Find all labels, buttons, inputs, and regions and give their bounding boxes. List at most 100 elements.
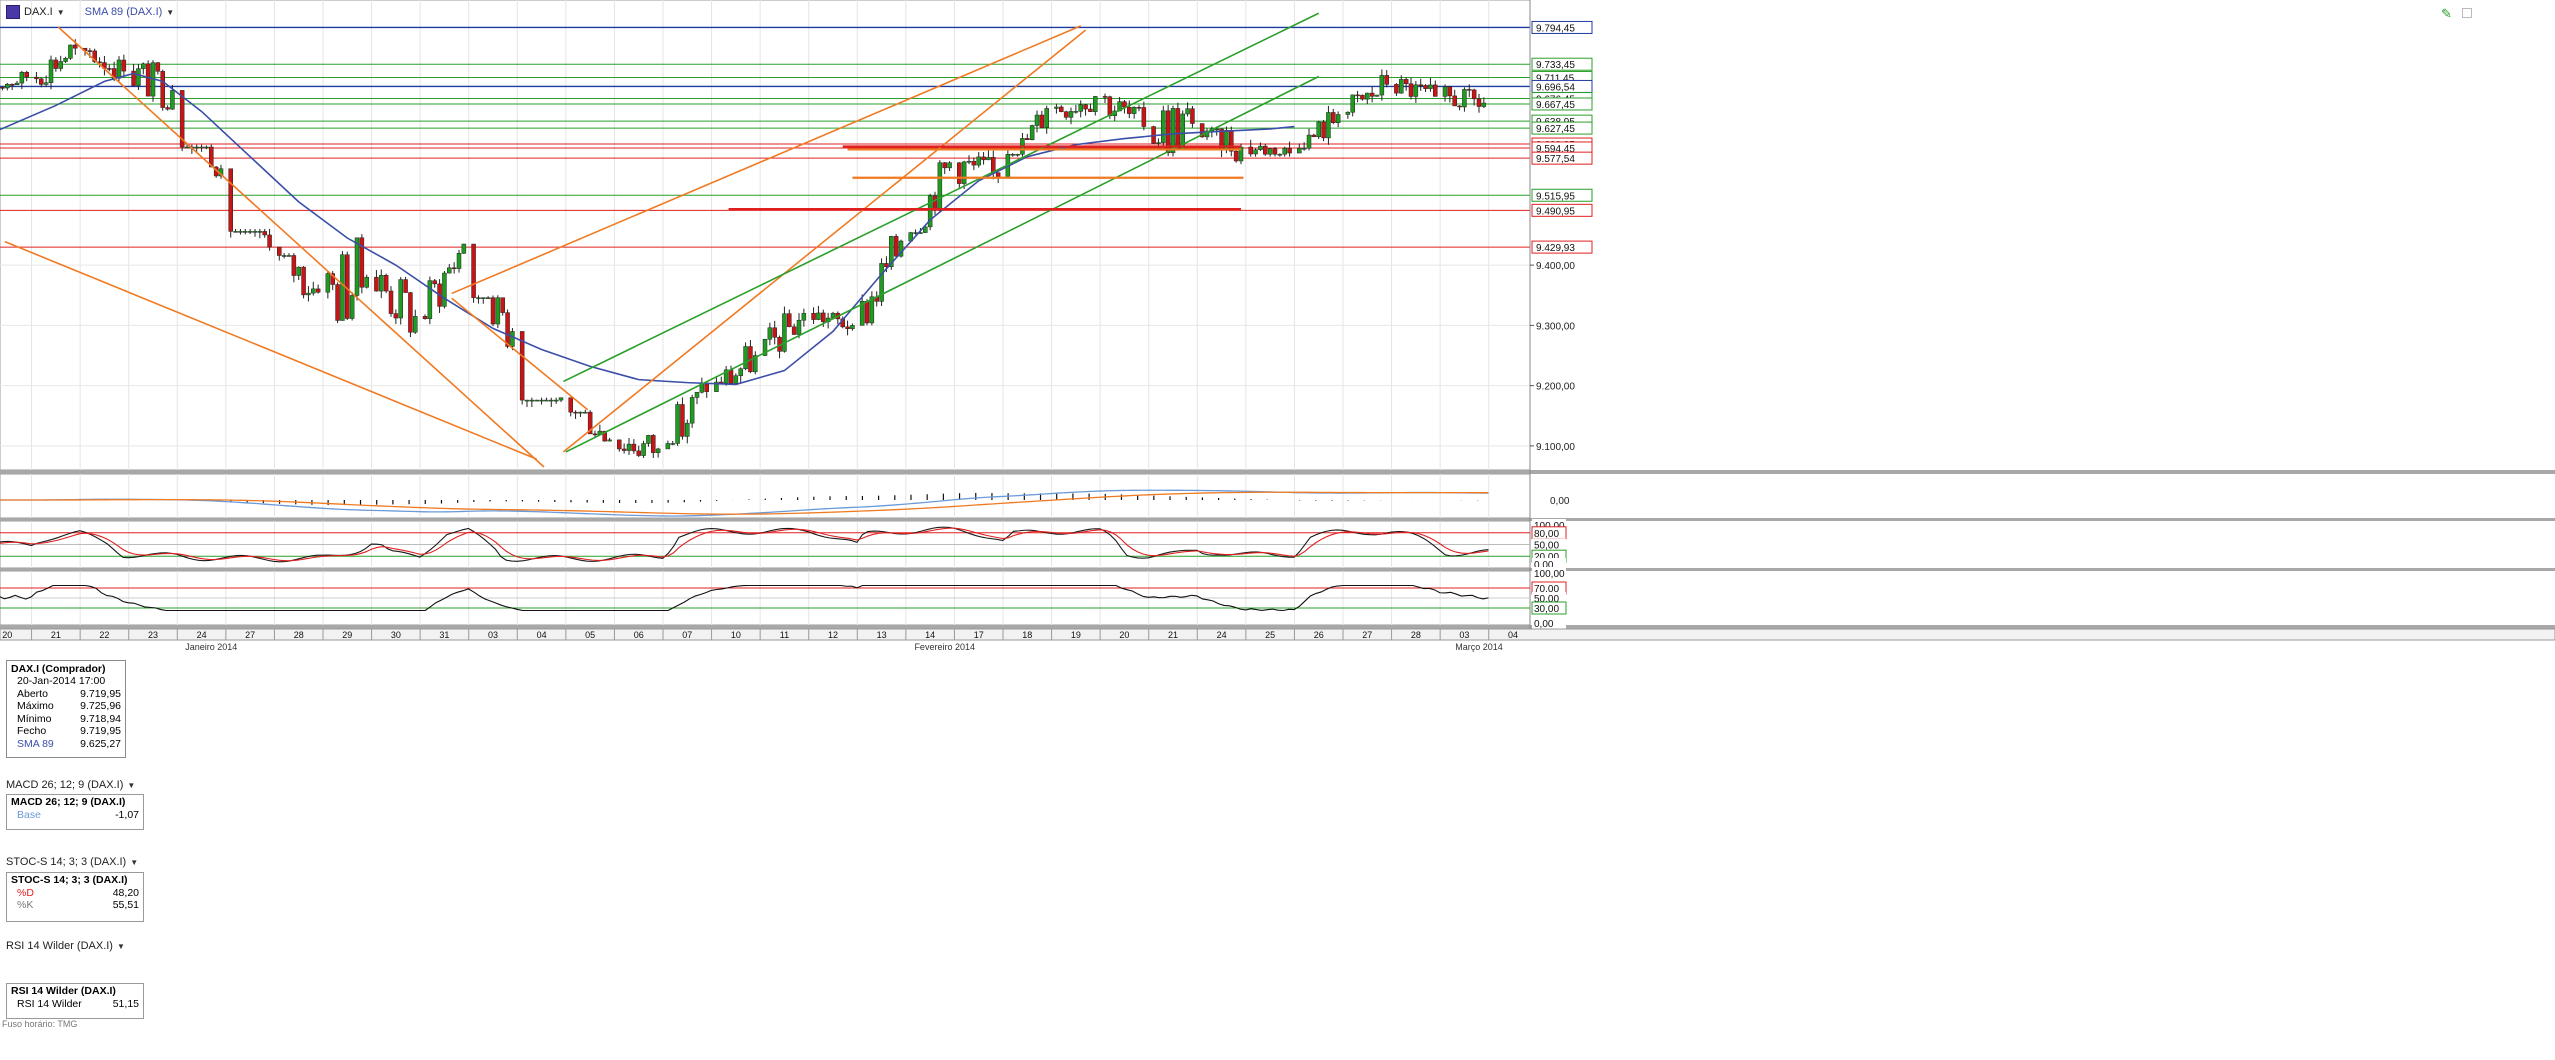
candle <box>636 445 641 458</box>
candle <box>923 226 928 233</box>
rsi-scale-label: 70,00 <box>1534 584 1559 595</box>
candle-body <box>1034 114 1040 126</box>
candle-body <box>1039 114 1045 128</box>
chevron-down-icon[interactable]: ▼ <box>56 7 65 17</box>
symbol-selector[interactable]: DAX.I <box>24 6 53 18</box>
trendline <box>57 26 545 468</box>
macd-title[interactable]: MACD 26; 12; 9 (DAX.I) <box>6 779 124 791</box>
stoch-k-line <box>0 526 1489 563</box>
rsi-title[interactable]: RSI 14 Wilder (DAX.I) <box>6 940 113 952</box>
candle-body <box>306 292 311 296</box>
candle <box>971 157 977 171</box>
date-tick-label: 03 <box>1459 630 1469 640</box>
candle <box>121 54 127 78</box>
candle <box>291 253 297 283</box>
candle <box>408 291 413 338</box>
chart-header: DAX.I ▼ SMA 89 (DAX.I) ▼ <box>6 5 174 19</box>
chevron-down-icon[interactable]: ▼ <box>166 7 175 17</box>
infobox-row-low: Mínimo 9.718,94 <box>17 712 121 725</box>
stoch-k-label: %K <box>17 899 34 911</box>
date-tick-label: 21 <box>1168 630 1178 640</box>
candle-body <box>14 82 20 86</box>
chevron-down-icon[interactable]: ▼ <box>127 780 136 790</box>
candle-body <box>816 312 821 320</box>
candle <box>1418 78 1423 91</box>
date-tick-label: 07 <box>682 630 692 640</box>
macd-legend-title: MACD 26; 12; 9 (DAX.I) <box>11 796 126 808</box>
date-tick-label: 23 <box>148 630 158 640</box>
candle-body <box>160 71 165 108</box>
candle <box>1063 110 1069 120</box>
candle-body <box>893 236 899 257</box>
chevron-down-icon[interactable]: ▼ <box>116 941 125 951</box>
candle <box>252 228 258 237</box>
candle <box>238 228 243 235</box>
sma-89-line <box>0 72 1295 386</box>
candle <box>1403 77 1409 91</box>
candle <box>233 228 238 233</box>
indicator-selector[interactable]: SMA 89 (DAX.I) <box>84 6 163 18</box>
draw-tool-icon[interactable]: ✎ <box>2441 6 2452 21</box>
candle <box>58 55 63 72</box>
candle <box>451 262 457 274</box>
candle <box>379 269 384 299</box>
price-tick-label: 9.200,00 <box>1536 382 1575 393</box>
candle-body <box>262 231 267 236</box>
price-tick-label: 9.400,00 <box>1536 261 1575 272</box>
candle <box>359 234 365 294</box>
candle-body <box>1107 96 1113 117</box>
candle-body <box>1282 148 1287 155</box>
chevron-down-icon[interactable]: ▼ <box>130 857 139 867</box>
candle-body <box>388 290 394 314</box>
trendline <box>4 240 538 460</box>
candle-body <box>937 162 943 210</box>
candle <box>1127 100 1132 119</box>
candle <box>306 286 311 302</box>
candle-body <box>1408 83 1414 97</box>
level-label: 9.627,45 <box>1536 124 1575 135</box>
candle-body <box>476 297 481 299</box>
panel-separator <box>0 518 2555 521</box>
candle <box>432 279 437 288</box>
candle <box>107 64 112 72</box>
candle-body <box>408 292 413 333</box>
candle-body <box>1452 95 1457 107</box>
candle <box>1131 106 1137 119</box>
restore-window-icon[interactable] <box>2462 8 2472 18</box>
candle <box>247 228 253 235</box>
candle <box>534 399 539 402</box>
date-tick-label: 06 <box>634 630 644 640</box>
candle-body <box>1433 84 1438 97</box>
candle-body <box>923 226 928 233</box>
level-label-box <box>1531 203 1593 217</box>
candle <box>641 440 646 458</box>
candle-body <box>558 397 564 401</box>
candle <box>1170 105 1176 157</box>
rsi-scale-box <box>1532 592 1566 604</box>
candle-body <box>986 157 991 161</box>
stoch-title[interactable]: STOC-S 14; 3; 3 (DAX.I) <box>6 856 127 868</box>
candle <box>0 86 5 91</box>
candle <box>262 228 267 238</box>
candle-body <box>349 295 355 319</box>
candle <box>1102 93 1108 104</box>
candle-body <box>1122 101 1127 108</box>
candle <box>485 296 491 300</box>
candle-body <box>510 331 515 347</box>
candle <box>476 295 481 304</box>
candle <box>481 297 486 304</box>
candle <box>898 239 904 258</box>
level-label: 9.696,54 <box>1536 82 1575 93</box>
candle <box>1059 105 1064 113</box>
candle <box>607 437 612 442</box>
price-axis: 9.400,00 9.300,00 9.200,00 9.100,00 9.794,45… <box>1529 0 1593 640</box>
candle <box>1088 103 1093 112</box>
date-tick-label: 28 <box>294 630 304 640</box>
candle <box>315 284 321 294</box>
stoch-scale-label: 50,00 <box>1534 541 1559 552</box>
candle-body <box>641 443 646 456</box>
main-panel <box>0 0 1531 471</box>
rsi-scale-label: 100,00 <box>1534 569 1565 580</box>
